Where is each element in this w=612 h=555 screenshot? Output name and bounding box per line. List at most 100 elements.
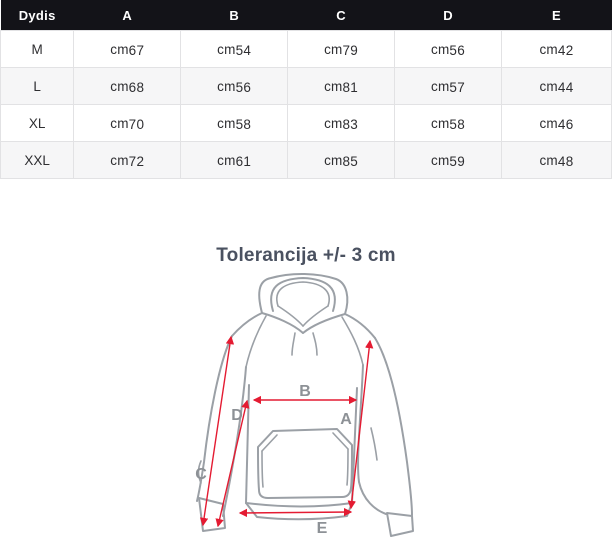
value-cell: cm48 [501,141,612,179]
raglan-seam-left [245,315,267,368]
value-number: 70 [128,117,145,132]
sleeve-left-inner [222,366,247,517]
hood-v-left [277,305,304,327]
value-cell: cm72 [73,141,182,179]
value-cell: cm67 [73,30,182,68]
table-row: XXL cm72 cm61 cm85 cm59 cm48 [0,141,612,179]
value-number: 42 [557,43,574,58]
pocket-slit-right [332,432,349,450]
header-a: A [73,0,181,31]
value-number: 83 [342,117,359,132]
value-cell: cm56 [180,67,289,105]
value-cell: cm56 [394,30,502,68]
value-number: 46 [557,117,574,132]
unit-label: cm [110,152,129,168]
pocket-stitch-right [346,448,349,486]
value-number: 58 [235,117,252,132]
unit-label: cm [431,41,450,57]
unit-label: cm [324,78,343,94]
measurement-labels: B D A C E [195,383,352,537]
hood-rim-outer [270,277,336,312]
unit-label: cm [431,152,450,168]
value-cell: cm58 [180,104,289,142]
value-cell: cm46 [501,104,612,142]
measure-label-b: B [299,383,311,400]
unit-label: cm [324,115,343,131]
value-number: 59 [449,154,466,169]
header-size: Dydis [0,0,74,31]
value-number: 44 [557,80,574,95]
unit-label: cm [539,115,558,131]
value-number: 56 [235,80,252,95]
unit-label: cm [217,152,236,168]
measurement-arrows [199,335,374,528]
value-cell: cm58 [394,104,502,142]
unit-label: cm [324,152,343,168]
measure-label-e: E [317,520,328,537]
value-number: 54 [235,43,252,58]
size-table: Dydis A B C D E M cm67 cm54 cm79 cm56 cm… [0,0,612,179]
unit-label: cm [110,41,129,57]
measure-arrow-e [238,507,353,518]
header-b: B [180,0,288,31]
header-d: D [394,0,502,31]
header-e: E [501,0,612,31]
sleeve-right-outer [374,337,413,516]
value-number: 85 [342,154,359,169]
unit-label: cm [217,78,236,94]
size-cell: M [0,30,75,68]
header-c: C [287,0,395,31]
sleeve-wrinkle-right [370,427,378,461]
value-cell: cm44 [501,67,612,105]
tolerance-title: Tolerancija +/- 3 cm [216,245,396,266]
unit-label: cm [324,41,343,57]
value-number: 58 [449,117,466,132]
table-header-row: Dydis A B C D E [0,0,612,31]
value-number: 48 [557,154,574,169]
unit-label: cm [431,115,450,131]
pocket-slit-left [261,434,278,452]
value-cell: cm57 [394,67,502,105]
pocket-stitch-left [261,450,264,488]
value-cell: cm59 [394,141,502,179]
value-cell: cm85 [287,141,396,179]
measure-label-d: D [231,407,243,424]
unit-label: cm [110,78,129,94]
value-cell: cm79 [287,30,396,68]
value-cell: cm81 [287,67,396,105]
hood-outer [258,272,349,315]
size-cell: L [0,67,75,105]
hood-drape-right [302,313,346,334]
value-cell: cm54 [180,30,289,68]
table-row: M cm67 cm54 cm79 cm56 cm42 [0,30,612,68]
value-number: 57 [449,80,466,95]
value-number: 68 [128,80,145,95]
hoodie-measurement-diagram: B D A C E [195,272,414,537]
value-number: 79 [342,43,359,58]
value-number: 81 [342,80,359,95]
value-cell: cm42 [501,30,612,68]
table-row: L cm68 cm56 cm81 cm57 cm44 [0,67,612,105]
measure-arrow-d [215,399,250,528]
shoulder-left [231,312,263,337]
table-row: XL cm70 cm58 cm83 cm58 cm46 [0,104,612,142]
unit-label: cm [217,41,236,57]
value-cell: cm83 [287,104,396,142]
unit-label: cm [217,115,236,131]
hood-drape-left [261,312,304,334]
hood-rim-inner [276,281,330,307]
value-number: 56 [449,43,466,58]
hoodie-drawing [196,272,414,537]
drawstring-right [312,332,318,356]
shoulder-right [344,313,376,339]
unit-label: cm [539,78,558,94]
value-number: 72 [128,154,145,169]
value-cell: cm70 [73,104,182,142]
value-cell: cm68 [73,67,182,105]
value-cell: cm61 [180,141,289,179]
hood-v-right [302,305,329,327]
value-number: 61 [235,154,252,169]
sleeve-right-inner [357,364,387,515]
unit-label: cm [539,152,558,168]
hem-bottom [245,502,353,508]
